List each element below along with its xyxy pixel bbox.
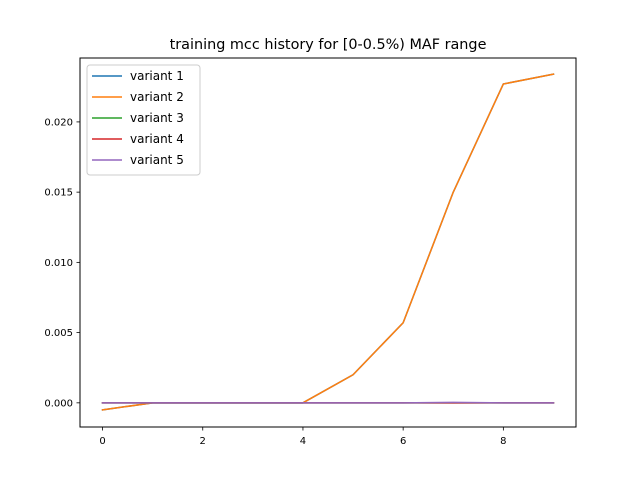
legend-label-4: variant 4 <box>130 132 184 146</box>
x-tick-label: 8 <box>500 436 506 447</box>
legend-box <box>86 64 201 176</box>
x-tick-label: 4 <box>300 436 306 447</box>
legend: variant 1 variant 2 variant 3 variant 4 vari… <box>86 64 201 176</box>
y-tick-label: 0.005 <box>44 328 73 339</box>
y-axis: 0.000 0.005 0.010 0.015 0.020 <box>44 118 80 409</box>
y-tick-label: 0.010 <box>44 258 73 269</box>
x-axis: 0 2 4 6 8 <box>99 427 507 447</box>
legend-label-1: variant 1 <box>130 69 184 83</box>
x-tick-label: 6 <box>400 436 406 447</box>
x-tick-label: 2 <box>200 436 206 447</box>
x-tick-label: 0 <box>99 436 105 447</box>
legend-label-2: variant 2 <box>130 90 184 104</box>
y-tick-label: 0.020 <box>44 118 73 129</box>
plot-frame <box>79 57 577 428</box>
y-tick-label: 0.000 <box>44 398 73 409</box>
legend-label-3: variant 3 <box>130 111 184 125</box>
y-tick-label: 0.015 <box>44 188 73 199</box>
legend-label-5: variant 5 <box>130 153 184 167</box>
chart-title: training mcc history for [0-0.5%) MAF ra… <box>170 37 487 53</box>
plot-lines <box>101 73 555 411</box>
